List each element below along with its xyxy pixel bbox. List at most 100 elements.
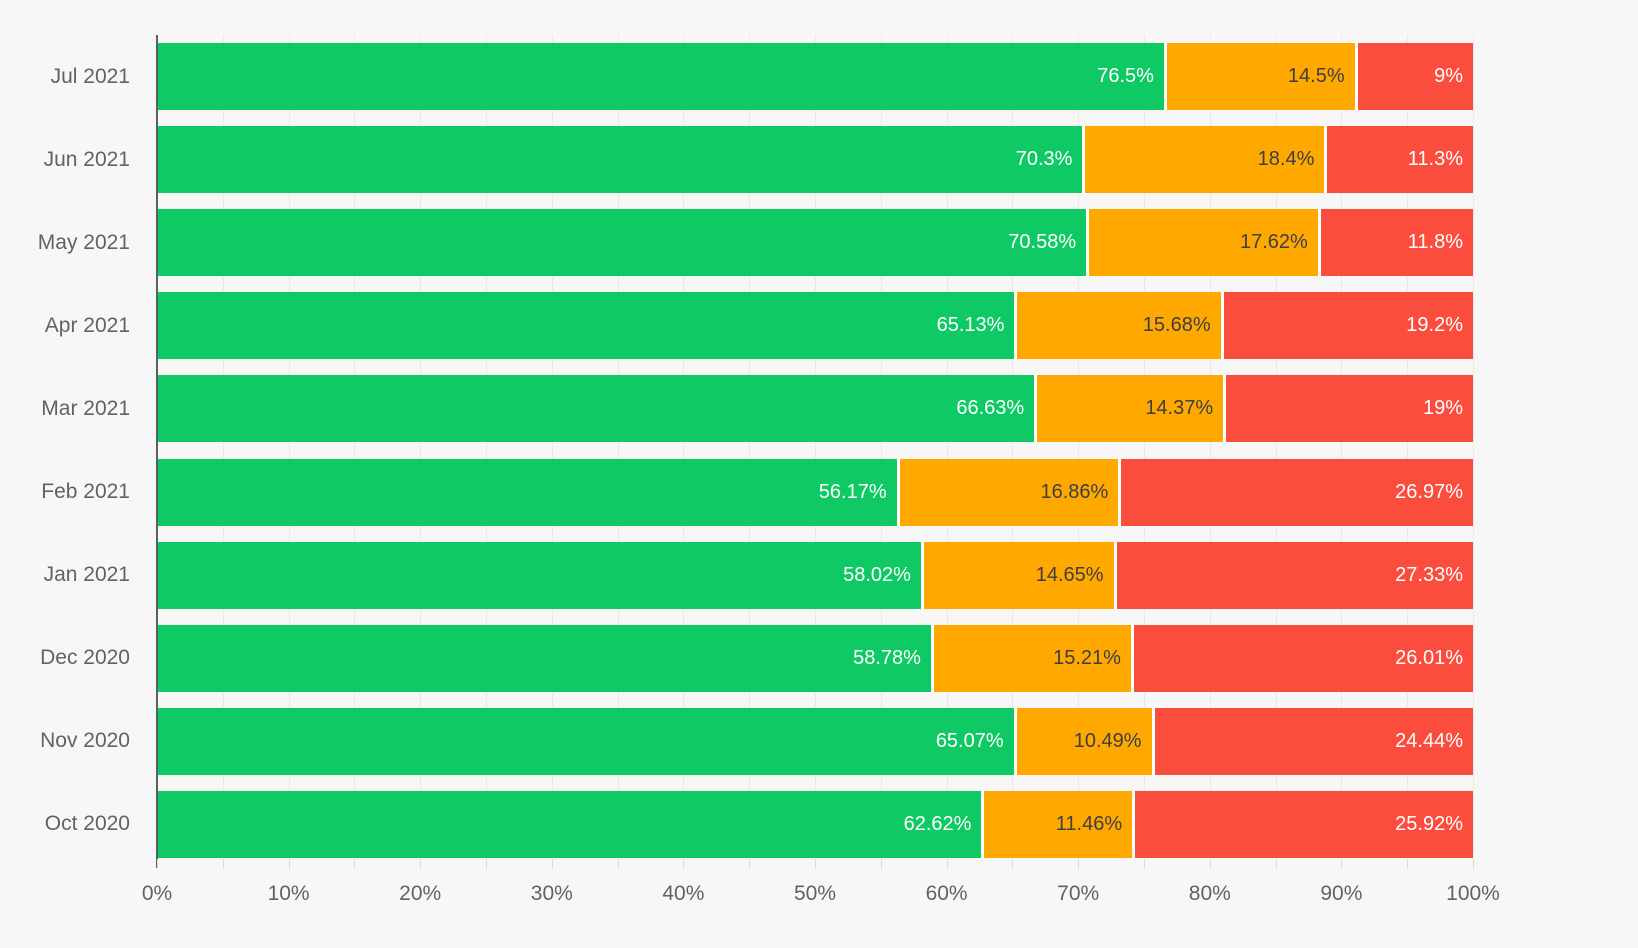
y-axis-label: Apr 2021 [44,313,130,337]
segment-value-label: 16.86% [1040,480,1109,503]
x-axis-label: 70% [1057,882,1100,905]
bar-row: 58.78% 15.21% 26.01% [158,624,1473,692]
y-axis-label: Oct 2020 [44,812,130,836]
axis-tick [815,859,816,869]
bar-segment-orange[interactable]: 14.5% [1163,43,1355,110]
bar-segment-orange[interactable]: 16.86% [896,458,1119,526]
y-axis-label: May 2021 [37,230,130,254]
y-axis-label: Jun 2021 [43,147,130,171]
bar-segment-red[interactable]: 24.44% [1151,707,1473,775]
segment-value-label: 58.78% [853,646,921,669]
bar-row: 62.62% 11.46% 25.92% [158,790,1473,858]
segment-value-label: 9% [1434,65,1463,87]
bar-segment-orange[interactable]: 11.46% [981,790,1133,858]
axis-tick [880,859,882,869]
bar-segment-orange[interactable]: 14.65% [920,541,1114,609]
y-axis-label: Jul 2021 [50,64,130,88]
axis-tick [486,859,487,869]
gridline [486,35,487,859]
bar-segment-red[interactable]: 26.01% [1130,624,1473,692]
segment-value-label: 62.62% [903,812,972,835]
axis-tick [1473,859,1474,869]
bar-row: 56.17% 16.86% 26.97% [158,458,1473,526]
axis-tick [222,859,224,869]
bar-segment-orange[interactable]: 17.62% [1086,209,1318,277]
segment-value-label: 58.02% [843,563,911,586]
x-axis-label: 20% [399,882,442,905]
axis-tick [354,859,356,869]
bar-row: 70.58% 17.62% 11.8% [158,209,1473,277]
axis-tick [617,859,619,869]
segment-value-label: 17.62% [1239,231,1308,254]
gridline [420,35,422,859]
bar-segment-orange[interactable]: 15.21% [930,624,1131,692]
segment-value-label: 10.49% [1073,729,1142,752]
bar-segment-green[interactable]: 66.63% [158,375,1035,443]
x-axis-label: 10% [267,882,310,905]
axis-tick [420,859,422,869]
bar-row: 58.02% 14.65% 27.33% [158,541,1473,609]
x-axis-label: 60% [925,882,968,905]
bar-segment-red[interactable]: 27.33% [1113,541,1473,609]
bar-row: 65.07% 10.49% 24.44% [158,707,1473,775]
bar-segment-green[interactable]: 70.3% [158,126,1083,194]
bar-segment-green[interactable]: 65.13% [158,292,1015,360]
gridline [1407,35,1409,859]
bar-row: 70.3% 18.4% 11.3% [158,126,1473,194]
axis-tick [1275,859,1277,869]
gridline [1144,35,1145,859]
gridline [1078,35,1080,859]
x-axis-label: 80% [1188,882,1231,905]
bar-row: 65.13% 15.68% 19.2% [158,292,1473,360]
gridline [749,35,751,859]
y-axis-label: Dec 2020 [40,646,130,670]
segment-value-label: 11.3% [1407,148,1463,171]
bar-segment-orange[interactable]: 18.4% [1082,126,1325,194]
gridline [617,35,619,859]
axis-tick [1209,859,1211,869]
gridline [880,35,882,859]
gridline [1341,35,1343,859]
bar-segment-green[interactable]: 58.02% [158,541,921,609]
bar-segment-red[interactable]: 25.92% [1132,790,1473,858]
bar-segment-green[interactable]: 76.5% [158,43,1164,110]
bar-row: 66.63% 14.37% 19% [158,375,1473,443]
bar-segment-green[interactable]: 56.17% [158,458,897,526]
bar-segment-green[interactable]: 70.58% [158,209,1087,277]
segment-value-label: 19% [1422,397,1463,420]
bar-segment-green[interactable]: 65.07% [158,707,1014,775]
x-axis-label: 40% [662,882,705,905]
segment-value-label: 24.44% [1395,729,1463,752]
bar-segment-red[interactable]: 11.8% [1317,209,1473,277]
x-axis-label: 50% [793,882,837,905]
bar-segment-red[interactable]: 9% [1354,43,1473,110]
x-axis-label: 30% [530,882,573,905]
gridline [222,35,224,859]
axis-tick [946,859,948,869]
x-axis-label: 90% [1320,882,1363,905]
bar-segment-red[interactable]: 11.3% [1324,126,1473,194]
gridline [288,35,290,859]
gridline [1209,35,1211,859]
bar-segment-red[interactable]: 19% [1223,375,1473,443]
gridline [1275,35,1277,859]
axis-tick [288,859,290,869]
segment-value-label: 26.01% [1395,646,1463,669]
bar-segment-red[interactable]: 26.97% [1118,458,1473,526]
axis-tick [749,859,751,869]
bar-segment-orange[interactable]: 10.49% [1013,707,1152,775]
axis-tick [1407,859,1409,869]
bar-segment-green[interactable]: 58.78% [158,624,931,692]
gridline [1473,35,1474,859]
bar-segment-orange[interactable]: 14.37% [1034,375,1224,443]
axis-tick [1012,859,1014,869]
segment-value-label: 19.2% [1406,314,1463,337]
bar-segment-orange[interactable]: 15.68% [1014,292,1221,360]
y-axis-line [156,35,158,868]
bar-segment-red[interactable]: 19.2% [1220,292,1473,360]
gridline [946,35,948,859]
y-axis-label: Mar 2021 [41,396,130,420]
gridline [551,35,553,859]
bar-segment-green[interactable]: 62.62% [158,790,982,858]
